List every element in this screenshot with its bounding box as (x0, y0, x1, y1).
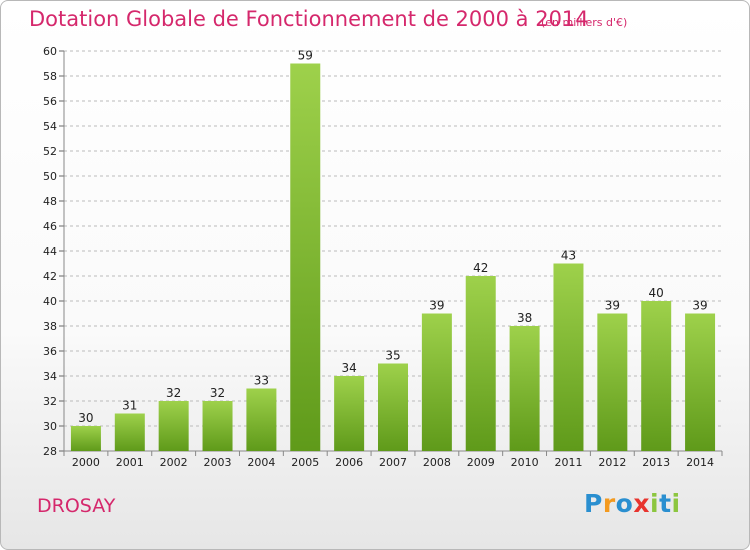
data-label: 43 (561, 249, 576, 263)
x-tick-label: 2007 (379, 456, 407, 469)
data-label: 38 (517, 311, 532, 325)
y-tick-label: 38 (43, 320, 57, 333)
data-label: 33 (254, 374, 269, 388)
x-tick-label: 2009 (467, 456, 495, 469)
x-tick-label: 2012 (598, 456, 626, 469)
x-tick-label: 2006 (335, 456, 363, 469)
bar-2013 (641, 301, 672, 451)
bar-2006 (334, 376, 365, 451)
x-tick-label: 2010 (511, 456, 539, 469)
x-tick-label: 2002 (160, 456, 188, 469)
data-label: 30 (78, 411, 93, 425)
y-tick-label: 28 (43, 445, 57, 458)
data-label: 32 (210, 386, 225, 400)
bar-2003 (202, 401, 233, 451)
y-tick-label: 32 (43, 395, 57, 408)
x-tick-label: 2004 (247, 456, 275, 469)
bar-2011 (553, 263, 584, 451)
logo-letter: i (671, 489, 681, 518)
y-tick-label: 56 (43, 95, 57, 108)
data-label: 40 (649, 286, 664, 300)
bar-2009 (465, 276, 496, 451)
bars (70, 63, 716, 451)
bar-2010 (509, 326, 540, 451)
data-label: 35 (385, 349, 400, 363)
labels: 2000 30 2001 31 2002 32 2003 32 2004 33 2005 59 2006… (72, 49, 714, 470)
x-tick-label: 2001 (116, 456, 144, 469)
chart-title: Dotation Globale de Fonctionnement de 20… (29, 7, 589, 31)
y-tick-label: 60 (43, 45, 57, 58)
x-tick-label: 2008 (423, 456, 451, 469)
x-tick-label: 2013 (642, 456, 670, 469)
data-label: 39 (605, 299, 620, 313)
x-tick-label: 2011 (554, 456, 582, 469)
data-label: 32 (166, 386, 181, 400)
x-tick-label: 2014 (686, 456, 714, 469)
y-tick-label: 30 (43, 420, 57, 433)
y-tick-label: 44 (43, 245, 57, 258)
y-tick-label: 58 (43, 70, 57, 83)
y-tick-label: 52 (43, 145, 57, 158)
commune-name: DROSAY (37, 495, 116, 517)
y-tick-label: 36 (43, 345, 57, 358)
data-label: 42 (473, 261, 488, 275)
data-label: 59 (298, 49, 313, 63)
x-tick-label: 2000 (72, 456, 100, 469)
bar-2014 (685, 313, 716, 451)
y-tick-label: 42 (43, 270, 57, 283)
bar-2002 (158, 401, 189, 451)
data-label: 39 (692, 299, 707, 313)
y-tick-label: 54 (43, 120, 57, 133)
logo-letter: P (584, 489, 603, 518)
chart-subtitle: (en milliers d'€) (541, 16, 628, 29)
y-tick-label: 50 (43, 170, 57, 183)
y-tick-label: 48 (43, 195, 57, 208)
data-label: 34 (341, 361, 356, 375)
y-tick-label: 34 (43, 370, 57, 383)
bar-2005 (290, 63, 321, 451)
bar-2004 (246, 388, 277, 451)
proxiti-logo[interactable]: Proxiti (584, 489, 681, 518)
logo-letter: r (602, 489, 616, 518)
logo-letter: t (659, 489, 672, 518)
bar-2000 (70, 426, 101, 451)
logo-letter: x (633, 489, 650, 518)
y-tick-label: 40 (43, 295, 57, 308)
bar-2008 (421, 313, 452, 451)
bar-2007 (378, 363, 408, 451)
x-tick-label: 2005 (291, 456, 319, 469)
y-tick-label: 46 (43, 220, 57, 233)
bar-2001 (114, 413, 145, 451)
logo-letter: i (650, 489, 660, 518)
bar-2012 (597, 313, 628, 451)
data-label: 39 (429, 299, 444, 313)
data-label: 31 (122, 399, 137, 413)
logo-letter: o (615, 489, 634, 518)
x-tick-label: 2003 (204, 456, 232, 469)
